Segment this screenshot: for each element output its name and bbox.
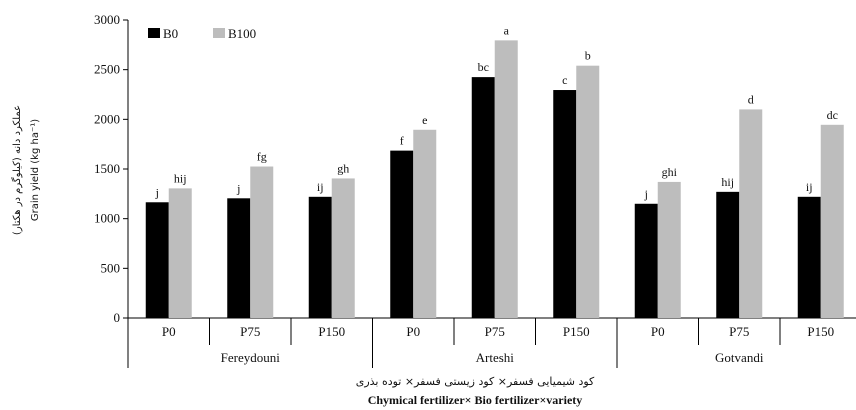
bar-b100-p150: [576, 65, 600, 319]
bar-b0-p0: [634, 203, 658, 318]
bar-significance-label: j: [644, 187, 648, 201]
y-tick-label: 3000: [94, 12, 120, 27]
x-category-label: P0: [162, 324, 176, 339]
x-category-label: P150: [807, 324, 834, 339]
bar-b100-p0: [657, 181, 681, 318]
y-tick-label: 1500: [94, 161, 120, 176]
y-axis-label-english: Grain yield (kg ha⁻¹): [30, 119, 41, 221]
bar-significance-label: gh: [337, 161, 349, 175]
bar-significance-label: ghi: [662, 165, 678, 179]
bar-b100-p75: [250, 166, 274, 318]
bar-b100-p0: [413, 129, 437, 318]
legend-swatch: [148, 28, 160, 38]
bar-significance-label: j: [155, 185, 159, 199]
bar-b100-p0: [168, 188, 192, 318]
x-category-label: P150: [563, 324, 590, 339]
x-axis-label-english: Chymical fertilizer× Bio fertilizer×vari…: [368, 393, 583, 407]
x-group-label: Arteshi: [476, 350, 515, 365]
bar-b0-p0: [145, 202, 169, 318]
bar-b0-p0: [390, 150, 414, 318]
bar-significance-label: c: [562, 73, 567, 87]
y-tick-label: 500: [101, 260, 121, 275]
bar-significance-label: a: [504, 23, 510, 37]
x-axis-label-persian: کود شیمیایی فسفر× کود زیستی فسفر× توده ب…: [356, 375, 595, 388]
y-tick-label: 2500: [94, 62, 120, 77]
bar-b0-p75: [227, 198, 251, 318]
x-category-label: P75: [240, 324, 260, 339]
x-category-label: P0: [651, 324, 665, 339]
bar-b100-p75: [739, 109, 763, 319]
chart-bars: [145, 40, 844, 319]
bar-significance-label: e: [422, 113, 427, 127]
x-category-label: P0: [406, 324, 420, 339]
legend-label: B100: [228, 26, 256, 41]
bar-b0-p75: [716, 191, 740, 318]
legend-swatch: [213, 28, 225, 38]
y-tick-label: 2000: [94, 111, 120, 126]
bar-significance-label: bc: [478, 60, 489, 74]
x-category-label: P150: [318, 324, 345, 339]
x-category-label: P75: [485, 324, 505, 339]
bar-significance-label: hij: [721, 175, 734, 189]
x-group-label: Gotvandi: [715, 350, 764, 365]
y-tick-label: 0: [114, 310, 121, 325]
bar-b0-p150: [553, 90, 577, 318]
bar-b0-p150: [797, 196, 821, 318]
legend-label: B0: [163, 26, 178, 41]
bar-significance-label: j: [236, 181, 240, 195]
bar-b100-p75: [494, 40, 518, 318]
bar-b0-p75: [471, 77, 495, 318]
bar-significance-label: fg: [257, 150, 267, 164]
y-axis-label-persian: عملکرد دانه (کیلوگرم در هکتار): [11, 105, 23, 235]
chart-legend: B0 B100: [148, 26, 256, 41]
bar-significance-label: ij: [806, 180, 813, 194]
x-group-label: Fereydouni: [221, 350, 281, 365]
bar-b100-p150: [331, 178, 355, 318]
bar-b0-p150: [308, 196, 332, 318]
y-tick-label: 1000: [94, 211, 120, 226]
bar-significance-label: b: [585, 49, 591, 63]
x-category-labels: P0 P75 P150 P0 P75 P150 P0 P75 P150 Fereydouni Art…: [162, 324, 834, 365]
bar-significance-label: d: [748, 92, 754, 106]
bar-significance-label: dc: [827, 108, 838, 122]
bar-significance-label: ij: [317, 180, 324, 194]
bar-b100-p150: [820, 124, 844, 319]
bar-significance-label: f: [400, 134, 404, 148]
bar-significance-label: hij: [174, 171, 187, 185]
x-category-label: P75: [729, 324, 749, 339]
